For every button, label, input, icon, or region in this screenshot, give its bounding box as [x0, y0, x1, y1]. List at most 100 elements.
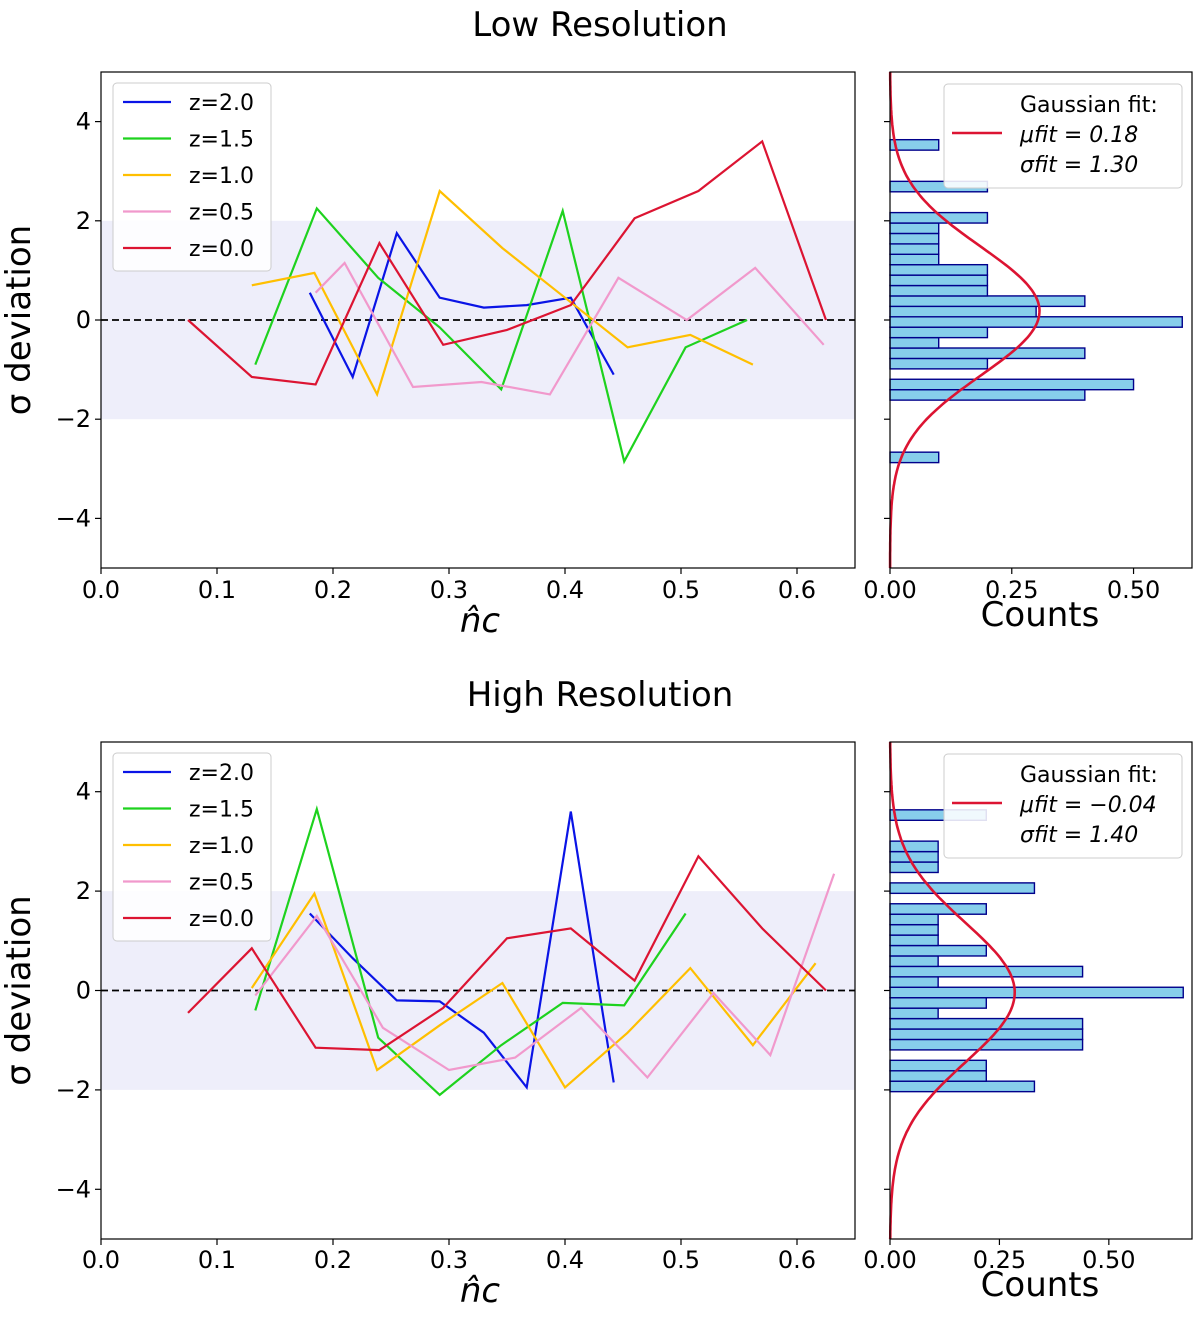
legend-box: [112, 752, 272, 942]
histogram-bar: [889, 903, 987, 915]
y-tick-label: −4: [56, 1175, 91, 1203]
legend-fit-value: μfit = 0.18: [1019, 123, 1138, 148]
x-tick-label: 0.1: [198, 1246, 236, 1274]
histogram-bar: [889, 1017, 1084, 1030]
x-tick-label: 0.5: [662, 576, 700, 604]
legend-title: Gaussian fit:: [1020, 763, 1158, 788]
x-tick-label: 0.6: [778, 1246, 816, 1274]
series-line-z=1.5: [254, 206, 748, 465]
histogram-bar: [889, 882, 1036, 895]
x-tick-label: 0.2: [314, 576, 352, 604]
x-axis-label: n̂c: [460, 1271, 501, 1311]
histogram-bar: [889, 232, 940, 245]
legend-fit-value: σfit = 1.30: [1020, 153, 1138, 178]
histogram-bar: [889, 451, 940, 464]
histogram-bar: [889, 923, 939, 936]
histogram-bar: [889, 944, 987, 957]
fit-legend: Gaussian fit: μfit = −0.04 σfit = 1.40: [943, 753, 1183, 859]
main-panel-2: 0.0 0.1 0.2 0.3 0.4 0.5 0.6 −4 −2 0 2 4 High Resolut…: [0, 675, 856, 1311]
histogram-bar: [889, 840, 939, 853]
legend-label: z=2.0: [189, 91, 254, 116]
histogram-bar: [889, 336, 940, 349]
main-panel-0: 0.0 0.1 0.2 0.3 0.4 0.5 0.6 −4 −2 0 2 4 Low Resoluti…: [0, 5, 856, 641]
legend-box: [943, 753, 1183, 859]
histogram-bar: [889, 1028, 1084, 1041]
legend-label: z=0.0: [189, 237, 254, 262]
x-tick-label: 0.00: [863, 1246, 916, 1274]
x-axis-label: Counts: [981, 1265, 1100, 1305]
histogram-bar: [889, 976, 939, 988]
x-tick-label: 0.25: [973, 1246, 1026, 1274]
histogram-bar: [889, 222, 940, 235]
legend-label: z=0.0: [189, 907, 254, 932]
x-tick-label: 0.2: [314, 1246, 352, 1274]
legend-fit-value: μfit = −0.04: [1019, 793, 1157, 818]
chart-title: High Resolution: [467, 675, 734, 715]
histogram-bar: [889, 388, 1086, 401]
x-tick-label: 0.3: [430, 1246, 468, 1274]
series-line-z=1.0: [251, 189, 754, 398]
y-tick-label: 2: [76, 877, 91, 905]
legend-label: z=1.5: [189, 798, 254, 823]
histogram-bar: [889, 263, 989, 276]
series-line-z=2.0: [308, 230, 615, 380]
x-tick-label: 0.1: [198, 576, 236, 604]
x-tick-label: 0.3: [430, 576, 468, 604]
x-tick-label: 0.50: [1082, 1246, 1135, 1274]
y-tick-label: 0: [76, 306, 91, 334]
histogram-bar: [889, 1070, 987, 1082]
x-axis-label: n̂c: [460, 601, 501, 641]
series-line-z=0.5: [254, 873, 836, 1080]
y-axis-label: σ deviation: [0, 225, 39, 415]
x-tick-label: 0.5: [662, 1246, 700, 1274]
y-axis-label: σ deviation: [0, 895, 39, 1085]
series-line-z=0.0: [187, 854, 827, 1052]
histogram-bar: [889, 965, 1084, 978]
y-tick-label: −4: [56, 504, 91, 532]
legend-label: z=1.5: [189, 128, 254, 153]
histogram-bar: [889, 295, 1086, 308]
histogram-bar: [889, 326, 989, 339]
x-tick-label: 0.00: [863, 576, 916, 604]
legend-label: z=1.0: [189, 164, 254, 189]
legend: z=2.0 z=1.5 z=1.0 z=0.5 z=0.0: [112, 752, 272, 942]
x-tick-label: 0.0: [82, 576, 120, 604]
y-tick-label: −2: [56, 405, 91, 433]
y-tick-label: −2: [56, 1076, 91, 1104]
series-line-z=2.0: [309, 811, 615, 1091]
x-tick-label: 0.4: [546, 576, 584, 604]
x-tick-label: 0.6: [778, 576, 816, 604]
histogram-bar: [889, 1059, 987, 1072]
y-tick-label: 2: [76, 207, 91, 235]
legend-fit-value: σfit = 1.40: [1020, 823, 1138, 848]
histogram-bar: [889, 913, 939, 926]
gaussian-fit-curve: [888, 72, 1041, 568]
series-line-z=1.0: [250, 891, 817, 1090]
histogram-bar: [889, 934, 939, 947]
chart-title: Low Resolution: [472, 5, 727, 45]
legend-box: [943, 83, 1183, 189]
series-line-z=0.0: [187, 139, 828, 386]
legend-label: z=0.5: [189, 871, 254, 896]
y-tick-label: 4: [76, 778, 91, 806]
histogram-bar: [889, 305, 1037, 318]
histogram-bar: [889, 357, 989, 370]
legend-label: z=1.0: [189, 834, 254, 859]
histogram-bar: [889, 284, 989, 297]
gaussian-fit-curve: [888, 742, 1017, 1240]
legend: z=2.0 z=1.5 z=1.0 z=0.5 z=0.0: [112, 82, 272, 272]
series-line-z=1.5: [254, 805, 687, 1097]
histogram-bar: [889, 955, 939, 968]
x-tick-label: 0.4: [546, 1246, 584, 1274]
legend-box: [112, 82, 272, 272]
x-tick-label: 0.0: [82, 1246, 120, 1274]
series-line-z=0.5: [314, 261, 825, 396]
histogram-bar: [889, 274, 989, 287]
fit-legend: Gaussian fit: μfit = 0.18 σfit = 1.30: [943, 83, 1183, 189]
x-axis-label: Counts: [981, 595, 1100, 635]
histogram-bar: [889, 996, 987, 1009]
legend-title: Gaussian fit:: [1020, 93, 1158, 118]
